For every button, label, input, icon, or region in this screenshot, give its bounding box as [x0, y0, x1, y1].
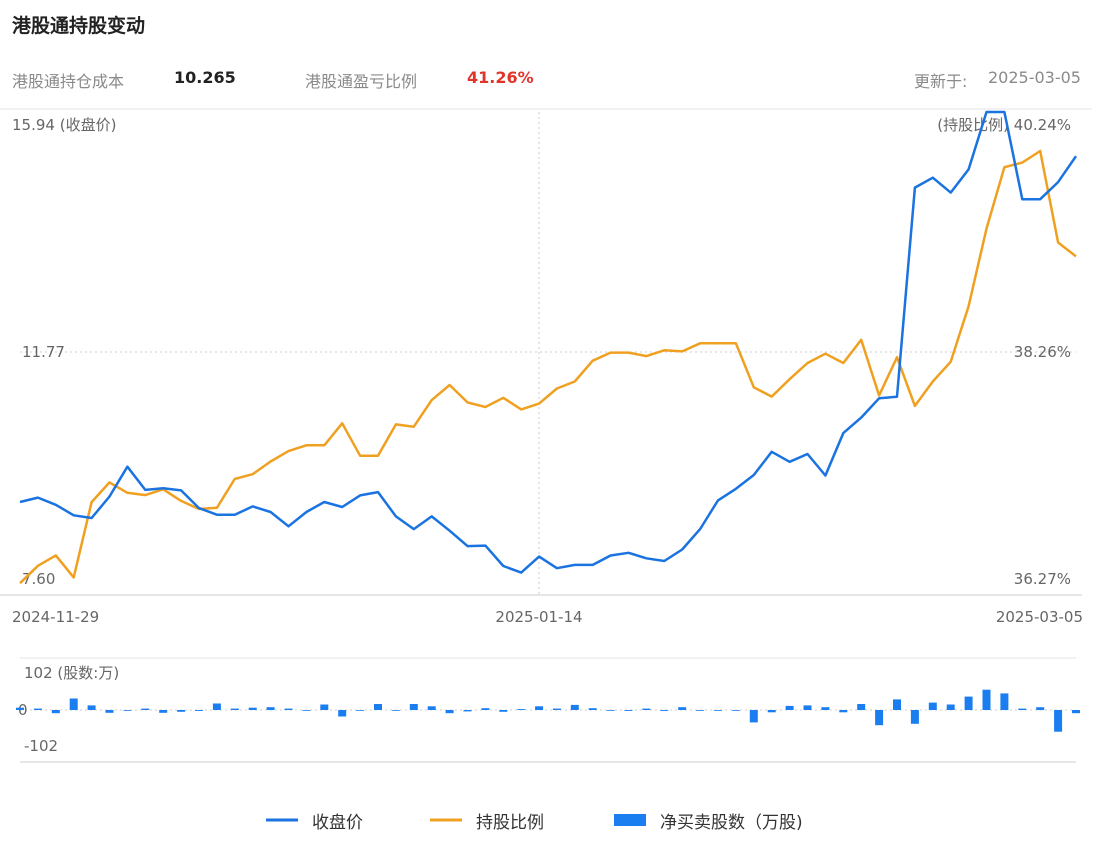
net-trade-bar: [69, 698, 78, 710]
x-tick-start: 2024-11-29: [12, 608, 99, 626]
right-axis-max: (持股比例) 40.24%: [937, 116, 1071, 134]
x-tick-mid: 2025-01-14: [495, 608, 582, 626]
net-trade-bar: [481, 708, 490, 710]
update-label: 更新于:: [914, 72, 968, 91]
net-trade-bar: [910, 710, 919, 724]
net-trade-bar: [87, 705, 96, 710]
net-trade-bar: [982, 689, 991, 710]
net-trade-bar: [1036, 707, 1045, 710]
net-trade-bar: [749, 710, 758, 723]
net-trade-bar: [606, 710, 615, 711]
net-trade-bar: [678, 707, 687, 710]
right-axis-min: 36.27%: [1014, 570, 1071, 588]
left-axis-mid: 11.77: [22, 343, 65, 361]
net-trade-bar: [195, 710, 203, 711]
net-trade-bar: [964, 696, 973, 710]
x-tick-end: 2025-03-05: [996, 608, 1083, 626]
net-trade-bar: [928, 702, 937, 710]
net-trade-bar: [1072, 710, 1080, 714]
net-trade-bar: [16, 707, 24, 710]
net-trade-bar: [1000, 693, 1009, 710]
net-trade-bar: [284, 708, 293, 710]
net-trade-bar: [51, 710, 60, 714]
net-trade-bar: [427, 706, 436, 710]
net-trade-bar: [230, 708, 239, 710]
close-series-line: [19, 110, 1078, 574]
net-trade-bar: [33, 708, 42, 710]
net-trade-bars: [16, 689, 1080, 732]
net-trade-bar: [517, 709, 526, 710]
net-trade-bar: [338, 710, 347, 717]
net-trade-bar: [499, 710, 508, 712]
net-trade-bar: [821, 707, 830, 710]
cost-label: 港股通持仓成本: [12, 72, 125, 91]
net-trade-bar: [212, 703, 221, 710]
legend-net-label: 净买卖股数（万股): [660, 813, 803, 833]
net-trade-bar: [391, 710, 400, 711]
net-trade-bar: [660, 710, 669, 711]
net-trade-bar: [624, 710, 633, 711]
net-trade-bar: [696, 710, 705, 711]
net-trade-bar: [839, 710, 848, 713]
net-trade-bar: [320, 704, 329, 710]
cost-value: 10.265: [174, 68, 236, 87]
net-trade-bar: [248, 707, 257, 710]
update-date: 2025-03-05: [988, 68, 1081, 87]
net-trade-bar: [1018, 708, 1027, 710]
net-trade-bar: [445, 710, 454, 714]
net-trade-bar: [875, 710, 884, 726]
pnl-label: 港股通盈亏比例: [305, 72, 418, 91]
right-axis-mid: 38.26%: [1014, 343, 1071, 361]
net-trade-bar: [642, 708, 651, 710]
net-trade-bar: [302, 710, 311, 711]
pnl-value: 41.26%: [467, 68, 534, 87]
legend-close-label: 收盘价: [312, 813, 363, 833]
net-trade-bar: [535, 706, 544, 710]
net-trade-bar: [463, 710, 472, 712]
bar-axis-max: 102 (股数:万): [24, 664, 119, 682]
net-trade-bar: [409, 704, 418, 710]
net-trade-bar: [356, 710, 365, 711]
net-trade-bar: [141, 708, 150, 710]
net-trade-bar: [946, 704, 955, 710]
net-trade-bar: [105, 710, 114, 713]
page-title: 港股通持股变动: [12, 15, 146, 37]
net-trade-bar: [803, 705, 812, 710]
legend-ratio-label: 持股比例: [476, 813, 544, 833]
net-trade-bar: [714, 710, 722, 711]
net-trade-bar: [1054, 710, 1063, 732]
net-trade-bar: [570, 704, 579, 710]
net-trade-bar: [731, 710, 740, 711]
net-trade-bar: [177, 710, 186, 712]
net-trade-bar: [785, 705, 794, 710]
net-trade-bar: [767, 710, 776, 713]
net-trade-bar: [552, 708, 561, 710]
net-trade-bar: [123, 710, 132, 711]
net-trade-bar: [374, 704, 382, 710]
bar-axis-min: -102: [24, 737, 58, 755]
net-trade-bar: [588, 708, 597, 710]
net-trade-bar: [159, 710, 168, 713]
legend-net-swatch: [614, 814, 646, 826]
net-trade-bar: [893, 699, 901, 710]
left-axis-min: 7.60: [22, 570, 55, 588]
holding-chart: 15.94 (收盘价) (持股比例) 40.24% 11.77 38.26% 7…: [0, 108, 1092, 763]
net-trade-bar: [266, 707, 275, 710]
net-trade-bar: [857, 704, 866, 710]
ratio-series-line: [19, 149, 1077, 585]
left-axis-max: 15.94 (收盘价): [12, 116, 116, 134]
